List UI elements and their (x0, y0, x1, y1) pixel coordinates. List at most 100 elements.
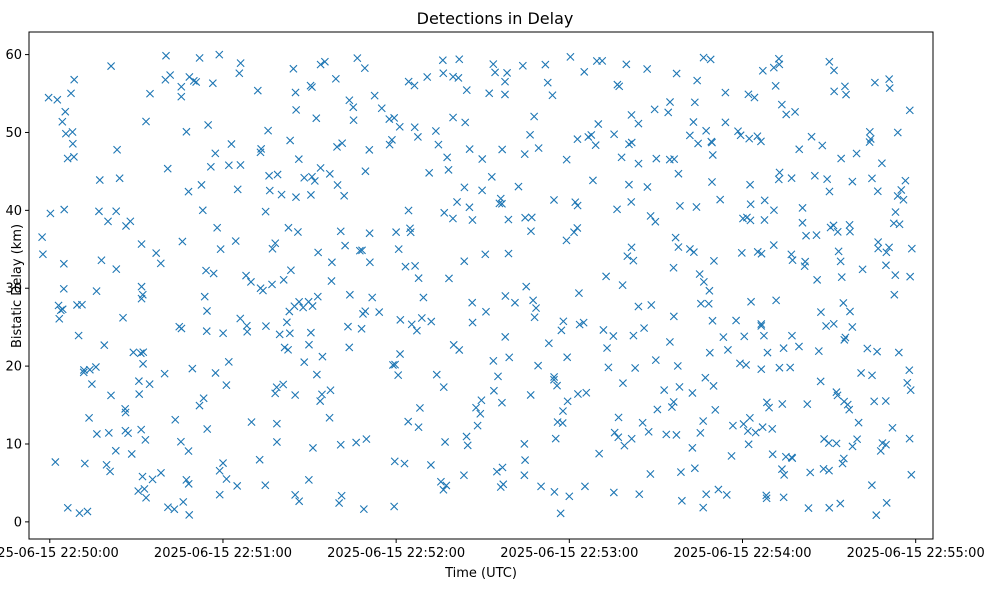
detection-point (77, 300, 86, 309)
detection-point (873, 347, 882, 356)
detection-point (699, 503, 708, 512)
detection-point (620, 441, 629, 450)
detection-point (61, 129, 70, 138)
detection-point (825, 466, 834, 475)
detection-point (550, 375, 558, 384)
detection-point (134, 487, 143, 496)
detection-point (357, 324, 366, 333)
detection-point (216, 245, 225, 254)
detection-point (624, 180, 633, 189)
detection-point (705, 348, 714, 357)
detection-point (340, 191, 349, 200)
detection-point (742, 360, 751, 369)
detection-point (854, 418, 863, 427)
detection-point (881, 397, 890, 405)
detection-point (308, 443, 317, 452)
detection-point (295, 497, 304, 506)
detection-point (388, 360, 397, 369)
detection-point (758, 66, 767, 75)
detection-point (559, 317, 568, 326)
detection-point (882, 440, 890, 449)
detection-point (285, 329, 294, 338)
detection-point (345, 290, 354, 299)
detection-point (70, 75, 79, 84)
detection-point (618, 379, 627, 388)
detection-point (345, 96, 354, 105)
detection-point (316, 60, 325, 69)
detection-point (562, 236, 571, 245)
detection-point (284, 345, 293, 354)
detection-point (455, 345, 464, 354)
detection-point (669, 312, 678, 321)
detection-point (650, 105, 659, 114)
detection-point (574, 289, 583, 298)
detection-point (463, 441, 472, 450)
detection-point (478, 186, 487, 195)
detection-point (236, 161, 245, 170)
detection-point (489, 386, 498, 395)
detection-point (481, 250, 490, 259)
detection-point (121, 408, 130, 417)
detection-point (291, 490, 300, 499)
detection-point (591, 141, 600, 150)
detection-point (306, 190, 315, 199)
detection-point (425, 168, 434, 177)
detection-point (534, 144, 543, 153)
detection-point (224, 161, 233, 170)
detection-point (825, 503, 834, 512)
detection-point (327, 277, 336, 286)
detection-point (137, 425, 146, 434)
detection-point (142, 493, 151, 502)
detection-point (442, 481, 451, 490)
detection-point (689, 118, 698, 127)
detection-point (845, 220, 854, 229)
detection-point (203, 425, 212, 434)
detection-point (599, 325, 608, 334)
detection-point (58, 305, 67, 314)
detection-point (160, 369, 169, 378)
detection-point (837, 273, 846, 282)
detection-point (672, 69, 681, 78)
detection-point (527, 213, 536, 222)
detection-point (58, 117, 67, 126)
detection-point (706, 55, 715, 64)
y-tick-label: 50 (5, 126, 22, 141)
detection-point (756, 137, 765, 146)
detection-point (284, 223, 293, 232)
detection-point (209, 269, 218, 278)
detection-point (760, 215, 769, 224)
detection-point (140, 484, 149, 493)
detection-point (685, 244, 694, 253)
detection-point (87, 380, 96, 389)
detection-point (79, 368, 88, 377)
detection-point (751, 428, 760, 437)
detection-point (813, 275, 822, 284)
detection-point (757, 320, 766, 329)
detection-point (423, 73, 432, 82)
detection-point (627, 197, 636, 206)
detection-point (271, 389, 280, 398)
detection-point (573, 223, 582, 232)
detection-point (838, 459, 847, 468)
detection-point (365, 229, 374, 238)
detection-point (804, 504, 813, 513)
x-tick-label: 2025-06-15 22:50:00 (0, 546, 119, 561)
detection-point (866, 134, 875, 143)
detection-point (744, 90, 753, 99)
detection-point (565, 492, 574, 501)
detection-point (185, 72, 194, 81)
detection-point (530, 112, 539, 121)
detection-point (320, 57, 329, 66)
detection-point (337, 491, 346, 500)
detection-point (603, 344, 612, 353)
detection-point (307, 172, 316, 181)
detection-point (312, 114, 321, 123)
detection-point (261, 207, 270, 216)
detection-point (588, 176, 597, 185)
detection-point (179, 497, 188, 506)
detection-point (405, 224, 414, 233)
plot-frame (28, 31, 934, 540)
detection-point (268, 244, 277, 253)
detection-point (485, 89, 494, 98)
detection-point (505, 353, 514, 362)
